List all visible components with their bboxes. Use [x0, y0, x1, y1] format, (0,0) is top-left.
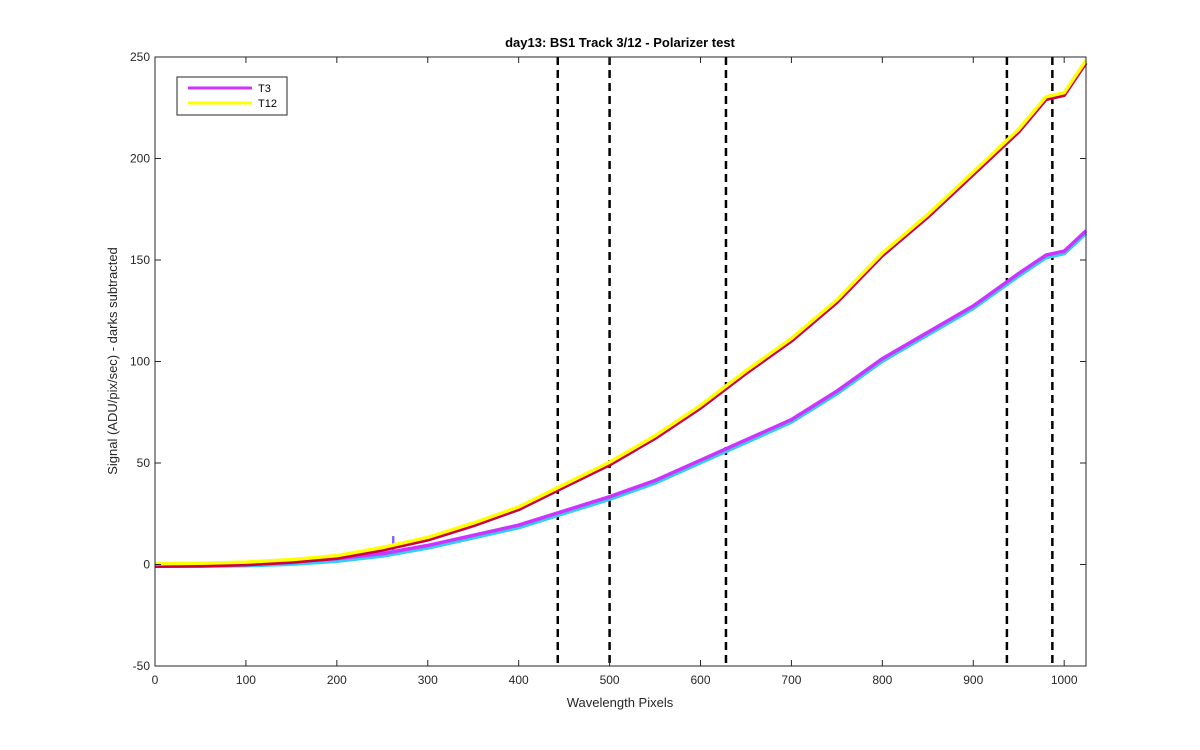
y-tick-label: 0 — [143, 558, 150, 572]
legend: T3 T12 — [176, 76, 288, 116]
y-axis-label: Signal (ADU/pix/sec) - darks subtracted — [105, 247, 120, 475]
y-tick-label: 50 — [137, 456, 151, 470]
series-t12-shadow — [154, 61, 1088, 569]
y-tick-label: -50 — [133, 659, 151, 673]
plot-area — [155, 57, 1086, 666]
x-tick-label: 200 — [327, 673, 347, 687]
y-tick-label: 100 — [130, 355, 150, 369]
x-tick-label: 100 — [236, 673, 256, 687]
chart-title: day13: BS1 Track 3/12 - Polarizer test — [505, 35, 735, 50]
x-tick-label: 300 — [418, 673, 438, 687]
x-tick-label: 0 — [152, 673, 159, 687]
x-tick-label: 700 — [781, 673, 801, 687]
x-axis-ticks: 0 100 200 300 400 500 600 700 800 900 1000 — [152, 57, 1078, 687]
y-tick-label: 250 — [130, 50, 150, 64]
vertical-reference-lines — [556, 57, 1054, 666]
series-t3-shadow — [155, 232, 1088, 569]
legend-label-t3: T3 — [258, 83, 271, 95]
y-axis-ticks: -50 0 50 100 150 200 250 — [130, 50, 1086, 673]
y-tick-label: 200 — [130, 152, 150, 166]
legend-box — [176, 76, 288, 116]
x-axis-label: Wavelength Pixels — [567, 695, 674, 710]
series-layer — [154, 59, 1088, 569]
legend-label-t12: T12 — [258, 98, 277, 110]
x-tick-label: 900 — [963, 673, 983, 687]
x-tick-label: 600 — [690, 673, 710, 687]
series-t12-line — [154, 59, 1088, 566]
x-tick-label: 1000 — [1051, 673, 1078, 687]
x-tick-label: 500 — [600, 673, 620, 687]
y-tick-label: 150 — [130, 253, 150, 267]
x-tick-label: 800 — [872, 673, 892, 687]
x-tick-label: 400 — [509, 673, 529, 687]
